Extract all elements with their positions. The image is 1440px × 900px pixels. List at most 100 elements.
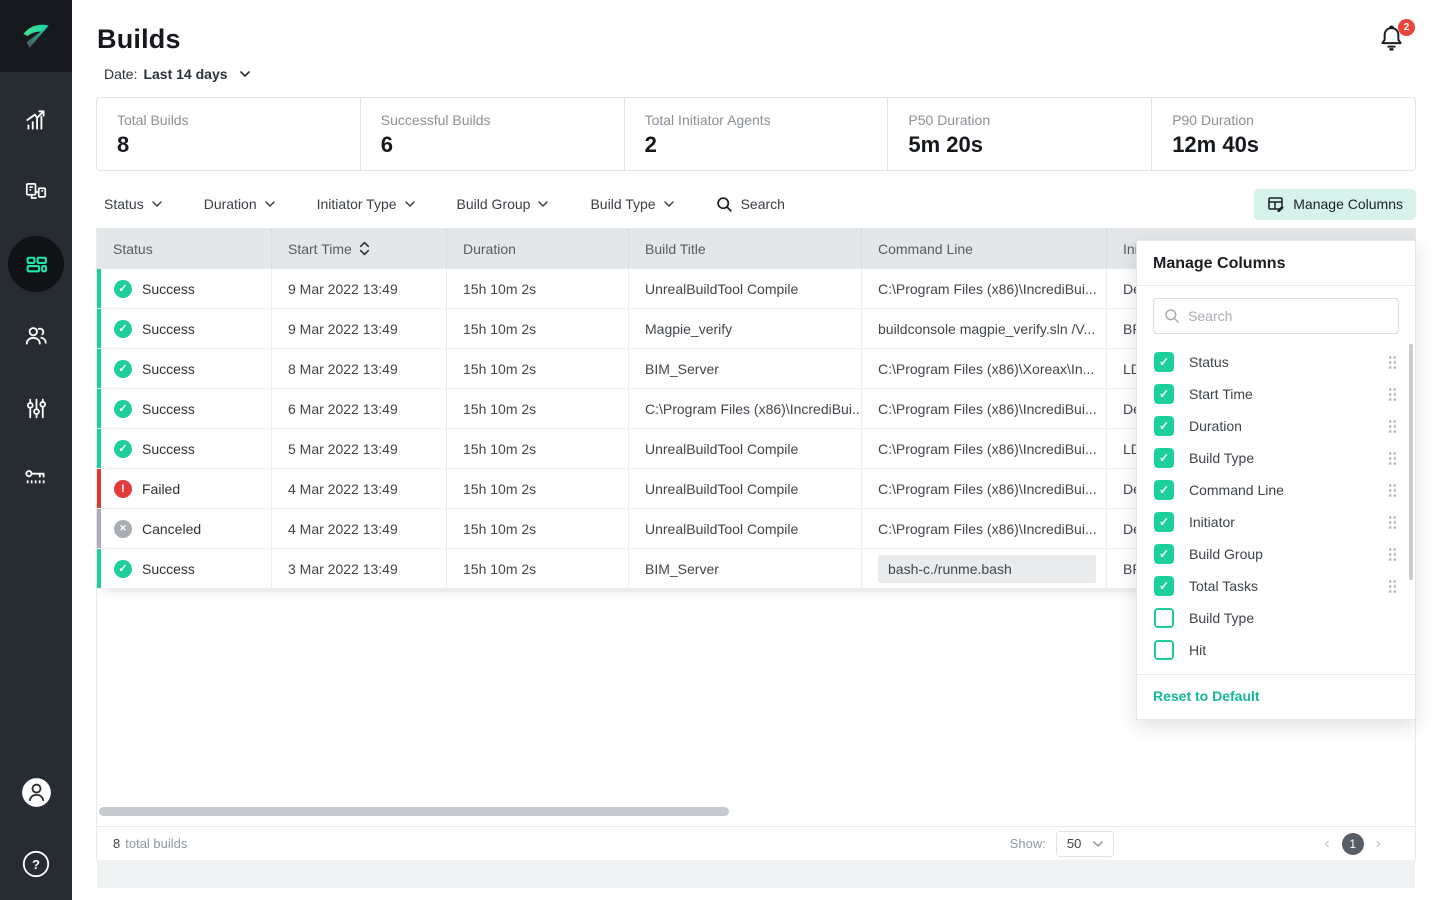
chevron-down-icon: [404, 201, 415, 207]
sidebar-item-settings[interactable]: [0, 380, 72, 436]
status-icon: [114, 399, 132, 418]
command-line-cell: C:\Program Files (x86)\Xoreax\In...: [862, 349, 1107, 388]
status-accent-bar: [97, 469, 101, 508]
duration-cell: 15h 10m 2s: [447, 269, 629, 308]
show-label: Show:: [1009, 836, 1046, 851]
chevron-down-icon: [264, 201, 275, 207]
drag-handle-icon[interactable]: [1388, 547, 1397, 561]
column-toggle-initiator[interactable]: Initiator: [1137, 506, 1415, 538]
filter-initiator-type[interactable]: Initiator Type: [317, 196, 415, 212]
filter-status[interactable]: Status: [104, 196, 162, 212]
duration-cell: 15h 10m 2s: [447, 509, 629, 548]
drag-handle-icon[interactable]: [1388, 355, 1397, 369]
column-header-build-title[interactable]: Build Title: [629, 228, 862, 269]
status-accent-bar: [97, 509, 101, 548]
start-time-cell: 4 Mar 2022 13:49: [272, 509, 447, 548]
app-logo[interactable]: [0, 0, 72, 72]
column-header-command-line[interactable]: Command Line: [862, 228, 1107, 269]
checkbox-icon[interactable]: [1154, 384, 1174, 404]
checkbox-icon[interactable]: [1154, 512, 1174, 532]
next-page-button[interactable]: ›: [1375, 834, 1381, 852]
sidebar-help[interactable]: ?: [0, 836, 72, 892]
status-icon: [114, 519, 132, 538]
status-label: Success: [142, 320, 195, 337]
filter-build-type[interactable]: Build Type: [590, 196, 674, 212]
column-toggle-build-type-2[interactable]: Build Type: [1137, 602, 1415, 634]
command-line-cell: C:\Program Files (x86)\IncrediBui...: [862, 269, 1107, 308]
stats-summary: Total Builds 8 Successful Builds 6 Total…: [96, 97, 1416, 171]
sidebar-item-license[interactable]: [0, 450, 72, 506]
sidebar-item-builds[interactable]: [0, 236, 72, 292]
checkbox-icon[interactable]: [1154, 544, 1174, 564]
drag-handle-icon[interactable]: [1388, 451, 1397, 465]
start-time-cell: 4 Mar 2022 13:49: [272, 469, 447, 508]
status-accent-bar: [97, 429, 101, 468]
column-header-duration[interactable]: Duration: [447, 228, 629, 269]
svg-text:?: ?: [32, 857, 40, 872]
filter-duration[interactable]: Duration: [204, 196, 275, 212]
checkbox-icon[interactable]: [1154, 352, 1174, 372]
column-toggle-command-line[interactable]: Command Line: [1137, 474, 1415, 506]
start-time-cell: 8 Mar 2022 13:49: [272, 349, 447, 388]
drag-handle-icon[interactable]: [1388, 483, 1397, 497]
column-toggle-duration[interactable]: Duration: [1137, 410, 1415, 442]
current-page-button[interactable]: 1: [1341, 832, 1364, 855]
drag-handle-icon[interactable]: [1388, 515, 1397, 529]
manage-columns-button[interactable]: Manage Columns: [1254, 188, 1416, 220]
build-title-cell: UnrealBuildTool Compile: [629, 269, 862, 308]
build-title-cell: BIM_Server: [629, 549, 862, 588]
checkbox-icon[interactable]: [1154, 448, 1174, 468]
notifications-button[interactable]: 2: [1378, 19, 1415, 55]
column-toggle-status[interactable]: Status: [1137, 346, 1415, 378]
panel-scrollbar[interactable]: [1409, 344, 1413, 580]
column-header-status[interactable]: Status: [97, 228, 272, 269]
sidebar-user-avatar[interactable]: [0, 764, 72, 820]
status-label: Success: [142, 560, 195, 577]
command-line-cell: C:\Program Files (x86)\IncrediBui...: [862, 389, 1107, 428]
filter-build-group[interactable]: Build Group: [457, 196, 549, 212]
agents-icon: [25, 183, 47, 199]
build-title-cell: UnrealBuildTool Compile: [629, 509, 862, 548]
checkbox-icon[interactable]: [1154, 576, 1174, 596]
column-toggle-build-group[interactable]: Build Group: [1137, 538, 1415, 570]
build-title-cell: UnrealBuildTool Compile: [629, 469, 862, 508]
date-filter-label: Date:: [104, 66, 138, 82]
column-toggle-build-type[interactable]: Build Type: [1137, 442, 1415, 474]
column-toggle-hit[interactable]: Hit: [1137, 634, 1415, 666]
status-label: Success: [142, 440, 195, 457]
drag-handle-icon[interactable]: [1388, 419, 1397, 433]
sidebar-item-agents[interactable]: [0, 164, 72, 220]
page-size-select[interactable]: 50: [1055, 830, 1115, 857]
checkbox-icon[interactable]: [1154, 416, 1174, 436]
bell-icon: [1381, 25, 1402, 51]
column-toggle-total-tasks[interactable]: Total Tasks: [1137, 570, 1415, 602]
column-toggle-start-time[interactable]: Start Time: [1137, 378, 1415, 410]
checkbox-icon[interactable]: [1154, 640, 1174, 660]
sidebar-item-analytics[interactable]: [0, 92, 72, 148]
checkbox-icon[interactable]: [1154, 608, 1174, 628]
status-accent-bar: [97, 389, 101, 428]
drag-handle-icon[interactable]: [1388, 387, 1397, 401]
panel-title: Manage Columns: [1137, 241, 1415, 286]
stat-total-initiator-agents: Total Initiator Agents 2: [625, 98, 889, 170]
status-icon: [114, 439, 132, 458]
sidebar-item-users[interactable]: [0, 308, 72, 364]
date-filter[interactable]: Date: Last 14 days: [96, 66, 1416, 82]
sort-icon[interactable]: [359, 241, 370, 256]
panel-search-input[interactable]: [1188, 308, 1388, 324]
page-bottom-strip: [97, 860, 1415, 888]
horizontal-scrollbar[interactable]: [99, 807, 729, 816]
start-time-cell: 9 Mar 2022 13:49: [272, 309, 447, 348]
sidebar: ?: [0, 0, 72, 900]
reset-to-default-link[interactable]: Reset to Default: [1153, 688, 1260, 704]
command-line-cell: C:\Program Files (x86)\IncrediBui...: [862, 509, 1107, 548]
start-time-cell: 5 Mar 2022 13:49: [272, 429, 447, 468]
drag-handle-icon[interactable]: [1388, 579, 1397, 593]
table-search-button[interactable]: Search: [716, 196, 785, 213]
checkbox-icon[interactable]: [1154, 480, 1174, 500]
panel-search-box[interactable]: [1153, 298, 1399, 334]
prev-page-button[interactable]: ‹: [1324, 834, 1330, 852]
column-header-start-time[interactable]: Start Time: [272, 228, 447, 269]
date-filter-value: Last 14 days: [143, 66, 228, 82]
search-icon: [1165, 309, 1179, 323]
